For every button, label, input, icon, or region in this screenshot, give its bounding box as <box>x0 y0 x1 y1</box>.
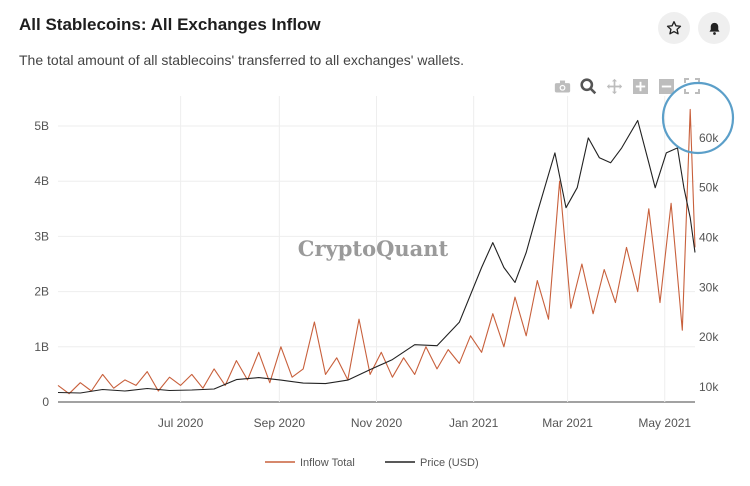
x-tick-label: Jan 2021 <box>449 416 499 430</box>
legend-label[interactable]: Inflow Total <box>300 457 355 469</box>
inflow-total-line <box>57 108 696 395</box>
chart-subtitle: The total amount of all stablecoins' tra… <box>19 52 465 68</box>
x-tick-label: Nov 2020 <box>351 416 403 430</box>
watermark: CryptoQuant <box>298 236 449 261</box>
right-tick-label: 20k <box>699 330 719 344</box>
x-tick-label: Sep 2020 <box>254 416 306 430</box>
highlight-circle <box>661 81 735 155</box>
pan-icon[interactable] <box>605 77 623 95</box>
right-tick-label: 30k <box>699 280 719 294</box>
right-tick-label: 10k <box>699 380 719 394</box>
chart-title: All Stablecoins: All Exchanges Inflow <box>19 15 321 34</box>
zoom-out-icon[interactable] <box>657 77 675 95</box>
left-tick-label: 4B <box>34 174 49 188</box>
zoom-icon[interactable] <box>579 77 597 95</box>
zoom-in-icon[interactable] <box>631 77 649 95</box>
autoscale-icon[interactable] <box>683 77 701 95</box>
left-tick-label: 1B <box>34 340 49 354</box>
left-tick-label: 3B <box>34 229 49 243</box>
chart-toolbar <box>553 76 701 96</box>
left-tick-label: 5B <box>34 119 49 133</box>
right-tick-label: 60k <box>699 131 719 145</box>
x-tick-label: Mar 2021 <box>542 416 593 430</box>
right-tick-label: 50k <box>699 181 719 195</box>
chart-legend: Inflow Total Price (USD) <box>265 457 479 469</box>
price-usd-line <box>57 119 696 394</box>
x-tick-label: May 2021 <box>638 416 691 430</box>
favorite-button[interactable] <box>658 12 690 44</box>
left-tick-label: 0 <box>42 395 49 409</box>
camera-icon[interactable] <box>553 77 571 95</box>
legend-label[interactable]: Price (USD) <box>420 457 479 469</box>
notification-button[interactable] <box>698 12 730 44</box>
bell-icon <box>709 22 719 35</box>
x-tick-label: Jul 2020 <box>158 416 204 430</box>
chart-grid <box>58 96 695 403</box>
left-axis-ticks: 0 1B 2B 3B 4B 5B <box>34 119 49 409</box>
star-icon <box>666 21 682 35</box>
left-tick-label: 2B <box>34 285 49 299</box>
right-axis-ticks: 10k 20k 30k 40k 50k 60k <box>699 131 719 394</box>
right-tick-label: 40k <box>699 231 719 245</box>
x-axis-ticks: Jul 2020 Sep 2020 Nov 2020 Jan 2021 Mar 2021… <box>158 416 691 430</box>
